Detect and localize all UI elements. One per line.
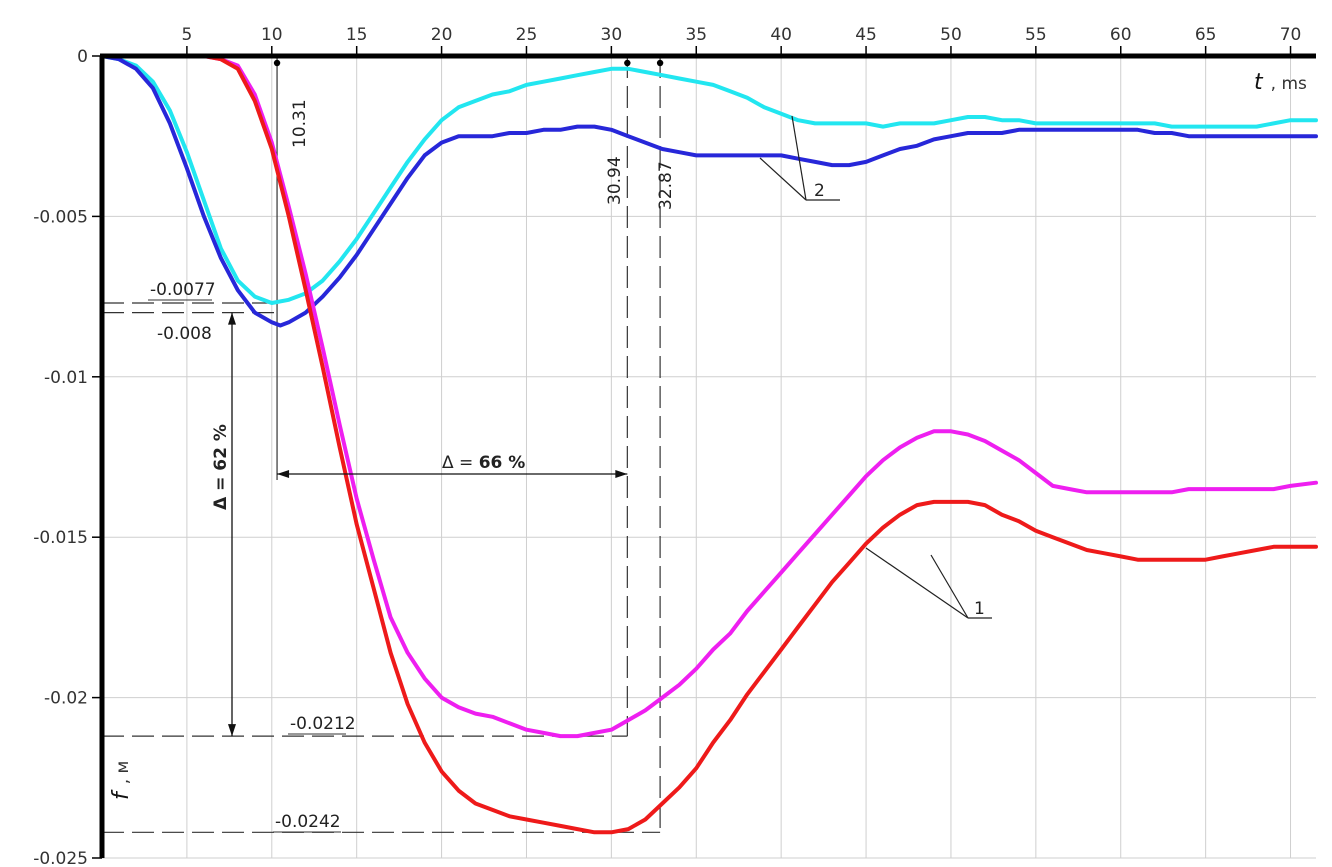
x-tick-label-40: 40 bbox=[770, 25, 792, 45]
label-2-leader-b bbox=[759, 157, 807, 201]
x-tick-label-35: 35 bbox=[685, 25, 707, 45]
x-axis-name: t , ms bbox=[1254, 70, 1307, 95]
annotation-0077: -0.0077 bbox=[150, 280, 216, 300]
x-axis-symbol: t bbox=[1254, 70, 1264, 95]
y-tick-labels: 0 -0.005 -0.01 -0.015 -0.02 -0.025 bbox=[33, 47, 102, 867]
x-tick-label-65: 65 bbox=[1195, 25, 1217, 45]
annotation-0242: -0.0242 bbox=[275, 812, 341, 832]
axis-marker-32.87 bbox=[656, 59, 664, 67]
series-magenta-line bbox=[100, 54, 1318, 739]
y-tick-label--0.01: -0.01 bbox=[44, 368, 88, 388]
x-tick-label-30: 30 bbox=[601, 25, 623, 45]
delta-vertical-label: Δ = 62 % bbox=[211, 424, 231, 510]
group-label-1: 1 bbox=[974, 599, 985, 619]
axis-markers bbox=[273, 59, 664, 67]
annotation-3094: 30.94 bbox=[605, 156, 625, 205]
series-lines bbox=[100, 54, 1318, 835]
label-1-leader-b bbox=[930, 554, 969, 619]
x-tick-label-45: 45 bbox=[855, 25, 877, 45]
annotation-1031: 10.31 bbox=[290, 99, 310, 148]
label-2-leader-a bbox=[791, 115, 807, 201]
x-axis-unit: , ms bbox=[1271, 74, 1307, 94]
y-tick-label-0: 0 bbox=[77, 47, 88, 67]
x-tick-label-5: 5 bbox=[181, 25, 192, 45]
y-tick-label--0.015: -0.015 bbox=[33, 528, 88, 548]
x-tick-label-25: 25 bbox=[516, 25, 538, 45]
x-tick-label-55: 55 bbox=[1025, 25, 1047, 45]
delta-horizontal-label: Δ = 66 % bbox=[442, 453, 525, 473]
y-tick-label--0.025: -0.025 bbox=[33, 849, 88, 867]
guide-lines bbox=[102, 56, 661, 833]
x-tick-label-70: 70 bbox=[1280, 25, 1302, 45]
x-tick-label-60: 60 bbox=[1110, 25, 1132, 45]
axis-marker-30.94 bbox=[624, 59, 631, 67]
x-tick-label-50: 50 bbox=[940, 25, 962, 45]
x-tick-label-20: 20 bbox=[431, 25, 453, 45]
annotation-3287: 32.87 bbox=[656, 161, 676, 210]
x-tick-label-10: 10 bbox=[261, 25, 283, 45]
series-blue-line bbox=[100, 54, 1318, 328]
annotation-0212: -0.0212 bbox=[290, 714, 356, 734]
delta-horizontal-value: 66 % bbox=[479, 453, 526, 473]
annotation-008: -0.008 bbox=[157, 324, 212, 344]
y-axis-unit: , м bbox=[113, 761, 133, 785]
label-1-leader-a bbox=[865, 547, 969, 619]
annotation-arrows bbox=[228, 312, 628, 737]
series-red-line bbox=[100, 54, 1318, 835]
delta-horizontal-arrow-head bbox=[615, 470, 628, 478]
y-tick-label--0.005: -0.005 bbox=[33, 207, 88, 227]
delta-horizontal-prefix: Δ = bbox=[442, 453, 479, 473]
delta-vertical-arrow-head bbox=[228, 312, 236, 325]
delta-vertical-arrow-head bbox=[228, 724, 236, 737]
y-axis-name: f , м bbox=[109, 761, 134, 800]
group-label-2: 2 bbox=[814, 181, 825, 201]
y-axis-symbol: f bbox=[109, 789, 134, 800]
delta-horizontal-arrow-head bbox=[277, 470, 290, 478]
x-tick-label-15: 15 bbox=[346, 25, 368, 45]
axis-marker-10.31 bbox=[273, 59, 281, 67]
y-tick-label--0.02: -0.02 bbox=[44, 689, 88, 709]
series-cyan-line bbox=[100, 54, 1318, 305]
